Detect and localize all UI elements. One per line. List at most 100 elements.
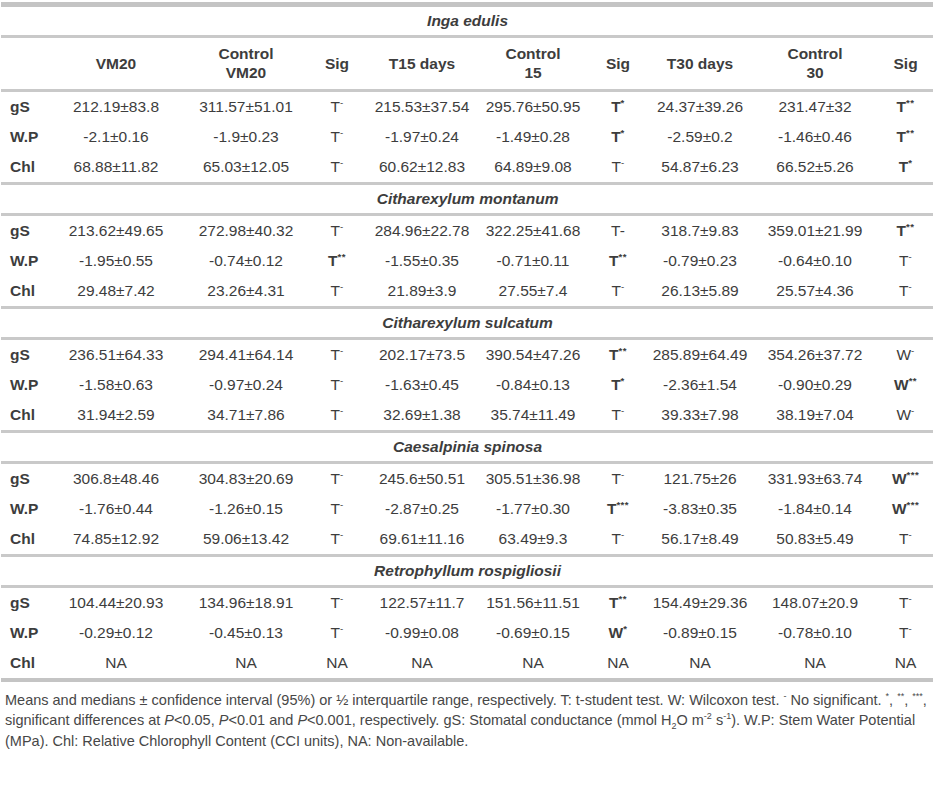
value-cell: 38.19±7.04 <box>753 400 877 432</box>
significance-cell: T** <box>877 122 933 152</box>
significance-value: T- <box>330 346 343 363</box>
measurement-label: Chl <box>1 152 47 184</box>
value-cell: 26.13±5.89 <box>647 276 753 308</box>
value-cell: NA <box>47 648 185 680</box>
page: Inga edulisVM20Control VM20SigT15 daysCo… <box>0 0 933 759</box>
data-row: W.P-1.76±0.44-1.26±0.15T--2.87±0.25-1.77… <box>1 494 933 524</box>
value-cell: 25.57±4.36 <box>753 276 877 308</box>
value-cell: NA <box>647 648 753 680</box>
value-cell: 284.96±22.78 <box>367 214 477 246</box>
footnote-text: -2 <box>704 712 712 722</box>
footnote-text: O m <box>676 712 703 728</box>
significance-cell: T** <box>877 90 933 122</box>
measurement-label: W.P <box>1 370 47 400</box>
data-row: W.P-0.29±0.12-0.45±0.13T--0.99±0.08-0.69… <box>1 618 933 648</box>
value-cell: -0.89±0.15 <box>647 618 753 648</box>
significance-cell: T- <box>589 524 647 556</box>
species-name: Inga edulis <box>1 5 933 37</box>
significance-cell: T* <box>589 370 647 400</box>
value-cell: -1.63±0.45 <box>367 370 477 400</box>
value-cell: 213.62±49.65 <box>47 214 185 246</box>
significance-value: T- <box>899 530 912 547</box>
column-header: Sig <box>307 37 367 91</box>
value-cell: 54.87±6.23 <box>647 152 753 184</box>
value-cell: 212.19±83.8 <box>47 90 185 122</box>
significance-value: T- <box>611 470 624 487</box>
significance-value: T- <box>330 282 343 299</box>
value-cell: 121.75±26 <box>647 462 753 494</box>
significance-value: T** <box>897 128 915 145</box>
footnote-text: s <box>712 712 723 728</box>
significance-cell: W* <box>589 618 647 648</box>
species-name: Citharexylum montanum <box>1 183 933 214</box>
significance-value: W*** <box>892 470 919 487</box>
significance-value: T- <box>330 98 343 115</box>
value-cell: NA <box>753 648 877 680</box>
significance-cell: T** <box>589 338 647 370</box>
value-cell: -1.46±0.46 <box>753 122 877 152</box>
footnote-text: *** <box>912 691 923 701</box>
significance-cell: T* <box>877 152 933 184</box>
significance-value: T** <box>897 222 915 239</box>
value-cell: 311.57±51.01 <box>185 90 307 122</box>
value-cell: -1.95±0.55 <box>47 246 185 276</box>
value-cell: -1.58±0.63 <box>47 370 185 400</box>
measurement-label: gS <box>1 90 47 122</box>
measurement-label: Chl <box>1 276 47 308</box>
value-cell: 202.17±73.5 <box>367 338 477 370</box>
data-row: ChlNANANANANANANANANA <box>1 648 933 680</box>
significance-value: T- <box>330 624 343 641</box>
significance-cell: T* <box>589 90 647 122</box>
value-cell: -2.87±0.25 <box>367 494 477 524</box>
footnote-text: P <box>219 712 229 728</box>
significance-cell: W- <box>877 400 933 432</box>
data-row: W.P-1.58±0.63-0.97±0.24T--1.63±0.45-0.84… <box>1 370 933 400</box>
significance-value: T- <box>899 624 912 641</box>
data-row: Chl68.88±11.8265.03±12.05T-60.62±12.8364… <box>1 152 933 184</box>
value-cell: 23.26±4.31 <box>185 276 307 308</box>
value-cell: -0.71±0.11 <box>477 246 589 276</box>
data-row: gS104.44±20.93134.96±18.91T-122.57±11.71… <box>1 586 933 618</box>
significance-cell: T- <box>307 90 367 122</box>
data-row: W.P-2.1±0.16-1.9±0.23T--1.97±0.24-1.49±0… <box>1 122 933 152</box>
footnote-text: , <box>889 692 897 708</box>
data-row: gS212.19±83.8311.57±51.01T-215.53±37.542… <box>1 90 933 122</box>
value-cell: -0.99±0.08 <box>367 618 477 648</box>
significance-value: T- <box>611 282 624 299</box>
significance-cell: NA <box>307 648 367 680</box>
value-cell: 32.69±1.38 <box>367 400 477 432</box>
value-cell: 359.01±21.99 <box>753 214 877 246</box>
significance-value: W** <box>894 376 917 393</box>
significance-value: W- <box>896 406 914 423</box>
measurement-label: Chl <box>1 524 47 556</box>
significance-cell: W** <box>877 370 933 400</box>
significance-cell: T- <box>307 370 367 400</box>
table-footnote: Means and medians ± confidence interval … <box>1 682 932 758</box>
data-row: gS306.8±48.46304.83±20.69T-245.6±50.5130… <box>1 462 933 494</box>
value-cell: 236.51±64.33 <box>47 338 185 370</box>
footnote-text: -1 <box>723 712 731 722</box>
value-cell: -1.55±0.35 <box>367 246 477 276</box>
value-cell: -2.36±1.54 <box>647 370 753 400</box>
value-cell: 27.55±7.4 <box>477 276 589 308</box>
significance-cell: T- <box>589 462 647 494</box>
column-header: Control VM20 <box>185 37 307 91</box>
significance-value: T- <box>330 594 343 611</box>
value-cell: 34.71±7.86 <box>185 400 307 432</box>
significance-cell: T** <box>589 586 647 618</box>
value-cell: 294.41±64.14 <box>185 338 307 370</box>
significance-cell: T** <box>877 214 933 246</box>
significance-value: T- <box>330 500 343 517</box>
significance-cell: T- <box>589 214 647 246</box>
value-cell: 63.49±9.3 <box>477 524 589 556</box>
column-header: T15 days <box>367 37 477 91</box>
measurement-label: Chl <box>1 400 47 432</box>
value-cell: 295.76±50.95 <box>477 90 589 122</box>
significance-value: T** <box>897 98 915 115</box>
significance-cell: T** <box>589 246 647 276</box>
data-row: gS213.62±49.65272.98±40.32T-284.96±22.78… <box>1 214 933 246</box>
significance-value: W- <box>896 346 914 363</box>
value-cell: -0.64±0.10 <box>753 246 877 276</box>
measurement-label: Chl <box>1 648 47 680</box>
significance-value: T- <box>899 282 912 299</box>
